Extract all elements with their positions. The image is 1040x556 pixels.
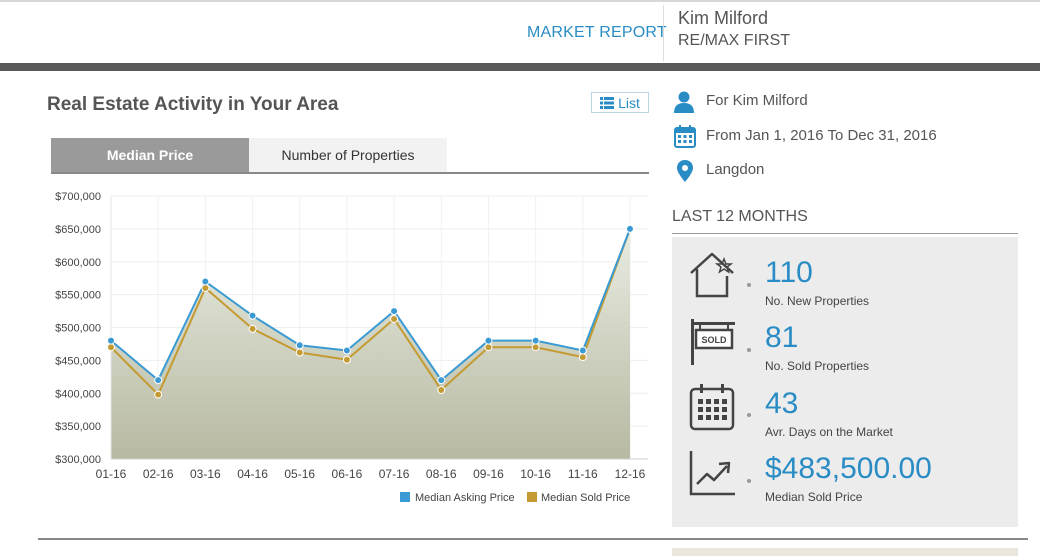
new-properties-value: 110 [765, 256, 813, 289]
list-button-label: List [618, 94, 640, 111]
agent-name: Kim Milford [678, 8, 769, 28]
days-on-market-value: 43 [765, 387, 799, 420]
x-tick-label: 02-16 [143, 467, 174, 481]
asking-price-point [578, 346, 587, 355]
x-tick-label: 07-16 [379, 467, 410, 481]
legend-asking-label: Median Asking Price [415, 492, 515, 504]
asking-price-point [626, 224, 634, 233]
trend-chart-icon [689, 451, 735, 496]
x-tick-label: 10-16 [520, 467, 551, 481]
page-header: MARKET REPORT Kim Milford RE/MAX FIRST [0, 2, 1040, 62]
y-tick-label: $650,000 [55, 224, 101, 236]
x-tick-label: 05-16 [284, 467, 315, 481]
asking-price-point [390, 307, 399, 316]
map-preview [672, 548, 1018, 556]
stat-separator-dot [747, 348, 751, 352]
legend-sold-label: Median Sold Price [541, 492, 630, 504]
sold-properties-label: No. Sold Properties [765, 359, 870, 373]
tab-number-of-properties[interactable]: Number of Properties [249, 138, 447, 172]
asking-price-point [295, 341, 304, 350]
x-tick-label: 01-16 [96, 467, 127, 481]
market-report-link[interactable]: MARKET REPORT [527, 24, 667, 41]
x-tick-label: 09-16 [473, 467, 504, 481]
x-tick-label: 04-16 [237, 467, 268, 481]
median-sold-price-value: $483,500.00 [765, 452, 932, 485]
y-tick-label: $500,000 [55, 323, 101, 335]
sold-properties-value: 81 [765, 321, 799, 354]
tab-median-price[interactable]: Median Price [51, 138, 249, 172]
agent-office: RE/MAX FIRST [678, 32, 791, 49]
list-icon [600, 96, 615, 109]
x-tick-label: 12-16 [615, 467, 646, 481]
date-range-text: From Jan 1, 2016 To Dec 31, 2016 [706, 127, 937, 144]
y-tick-label: $600,000 [55, 257, 101, 269]
median-sold-price-label: Median Sold Price [765, 490, 863, 504]
asking-price-point [154, 376, 163, 385]
days-on-market-label: Avr. Days on the Market [765, 425, 893, 439]
footer-divider [38, 538, 1028, 540]
calendar-small-icon [674, 125, 696, 148]
asking-price-point [437, 376, 446, 385]
sold-price-point [201, 284, 210, 293]
user-icon [674, 91, 694, 113]
for-agent-row [674, 91, 694, 113]
calendar-icon [689, 384, 735, 431]
y-tick-label: $700,000 [55, 191, 101, 203]
y-tick-label: $300,000 [55, 454, 101, 466]
sold-price-point [390, 314, 399, 323]
location-row [677, 160, 693, 182]
sold-sign-icon: SOLD [691, 319, 735, 365]
asking-area [111, 228, 630, 459]
asking-price-point [484, 336, 493, 345]
period-heading: LAST 12 MONTHS [672, 208, 808, 225]
svg-text:SOLD: SOLD [701, 335, 727, 345]
asking-price-point [201, 277, 210, 286]
y-tick-label: $450,000 [55, 355, 101, 367]
sold-price-point [295, 348, 304, 357]
stat-separator-dot [747, 283, 751, 287]
sold-price-point [437, 385, 446, 394]
sold-price-point [342, 355, 351, 364]
section-title: Real Estate Activity in Your Area [47, 94, 339, 115]
asking-price-line [110, 228, 631, 382]
legend-asking-swatch [400, 492, 410, 502]
sold-price-point [154, 390, 163, 399]
median-price-chart: $300,000 $350,000 $400,000 $450,000 $500,000… [55, 191, 648, 504]
stat-separator-dot [747, 479, 751, 483]
sold-price-line [110, 228, 631, 397]
sold-price-point [578, 353, 587, 362]
sold-price-point [107, 343, 115, 352]
x-tick-label: 08-16 [426, 467, 457, 481]
location-pin-icon [677, 160, 693, 182]
new-properties-label: No. New Properties [765, 294, 870, 308]
sold-price-point [531, 343, 540, 352]
y-tick-label: $550,000 [55, 290, 101, 302]
location-text: Langdon [706, 161, 765, 178]
stat-separator-dot [747, 413, 751, 417]
stats-panel: 110 No. New Properties SOLD 81 No. Sold … [672, 237, 1018, 527]
house-star-icon [690, 252, 734, 298]
asking-price-point [248, 311, 257, 320]
for-agent-text: For Kim Milford [706, 92, 808, 109]
period-divider [672, 233, 1018, 234]
header-divider [663, 5, 664, 61]
asking-price-point [342, 346, 351, 355]
sold-price-point [484, 343, 493, 352]
date-range-row [674, 124, 696, 148]
x-tick-label: 06-16 [332, 467, 363, 481]
y-tick-label: $400,000 [55, 388, 101, 400]
asking-price-point [531, 336, 540, 345]
sold-price-point [248, 324, 257, 333]
list-view-button[interactable]: List [591, 92, 649, 113]
y-tick-label: $350,000 [55, 421, 101, 433]
header-bar [0, 63, 1040, 71]
x-tick-label: 03-16 [190, 467, 221, 481]
top-border [0, 0, 1040, 2]
x-tick-label: 11-16 [568, 467, 598, 481]
asking-price-point [107, 336, 115, 345]
chart-tabs: Median Price Number of Properties [51, 138, 649, 174]
legend-sold-swatch [527, 492, 537, 502]
